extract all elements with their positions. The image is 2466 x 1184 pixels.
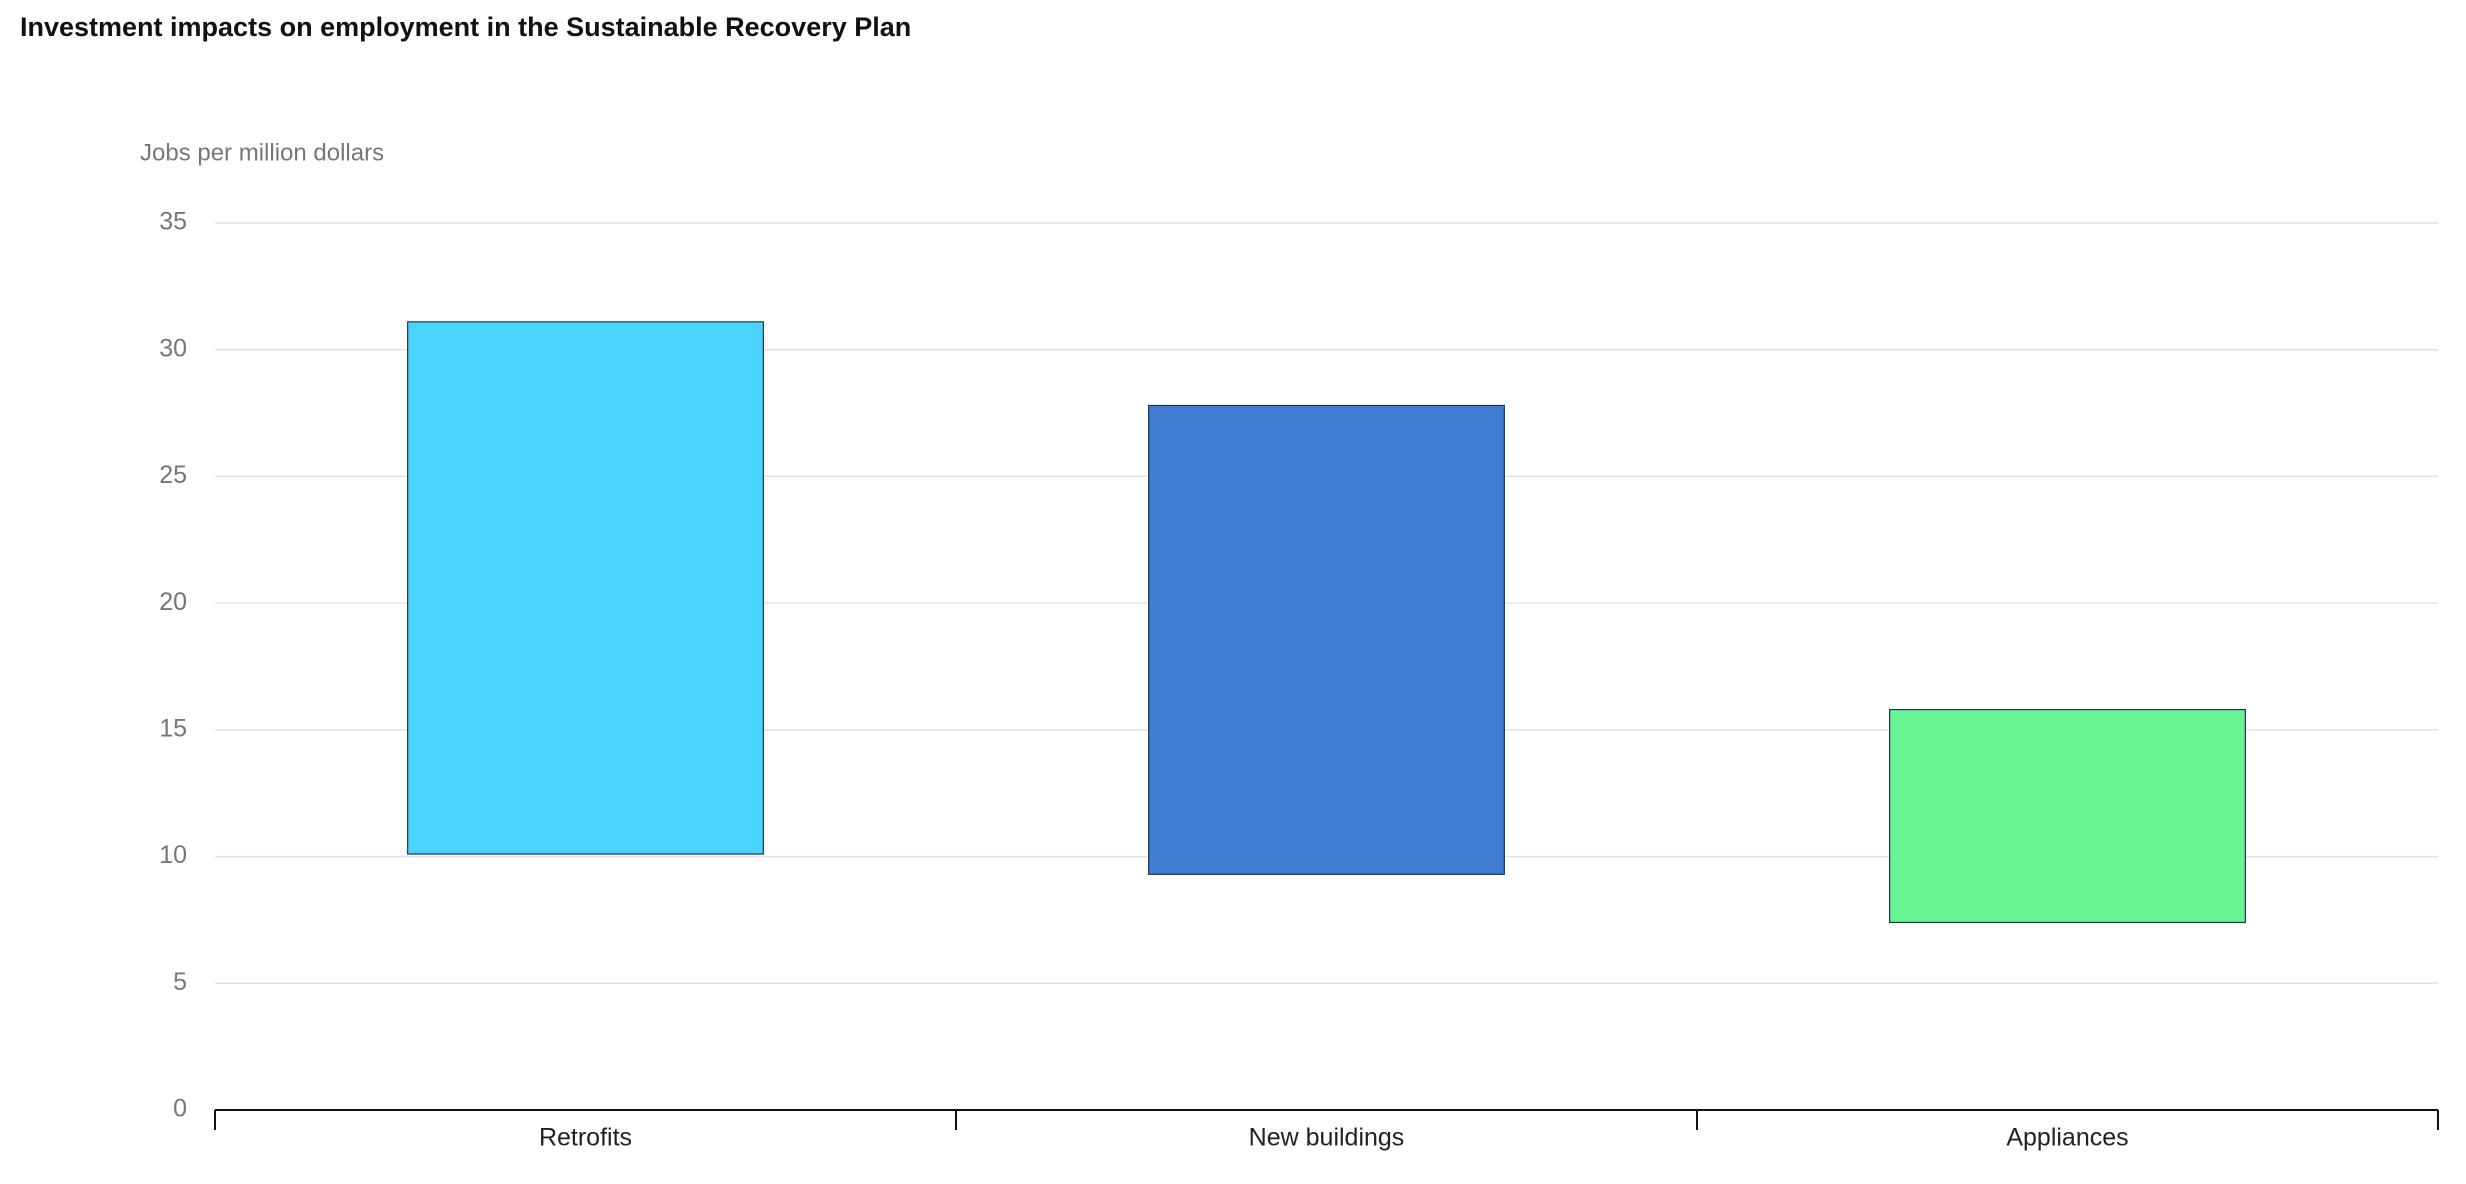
y-tick-label: 20: [159, 588, 187, 616]
x-tick-label: Appliances: [2006, 1124, 2128, 1152]
y-tick-label: 15: [159, 714, 187, 742]
bar: [407, 321, 764, 855]
y-tick-label: 25: [159, 461, 187, 489]
chart-title: Investment impacts on employment in the …: [20, 12, 911, 42]
y-tick-label: 10: [159, 841, 187, 869]
y-axis-title: Jobs per million dollars: [140, 139, 384, 166]
y-tick-label: 5: [173, 968, 187, 996]
y-tick-label: 0: [173, 1095, 187, 1123]
y-tick-label: 30: [159, 334, 187, 362]
x-tick-label: Retrofits: [539, 1124, 632, 1152]
x-tick-label: New buildings: [1249, 1124, 1405, 1152]
bar: [1889, 708, 2246, 924]
bar: [1148, 404, 1505, 875]
y-tick-label: 35: [159, 208, 187, 236]
